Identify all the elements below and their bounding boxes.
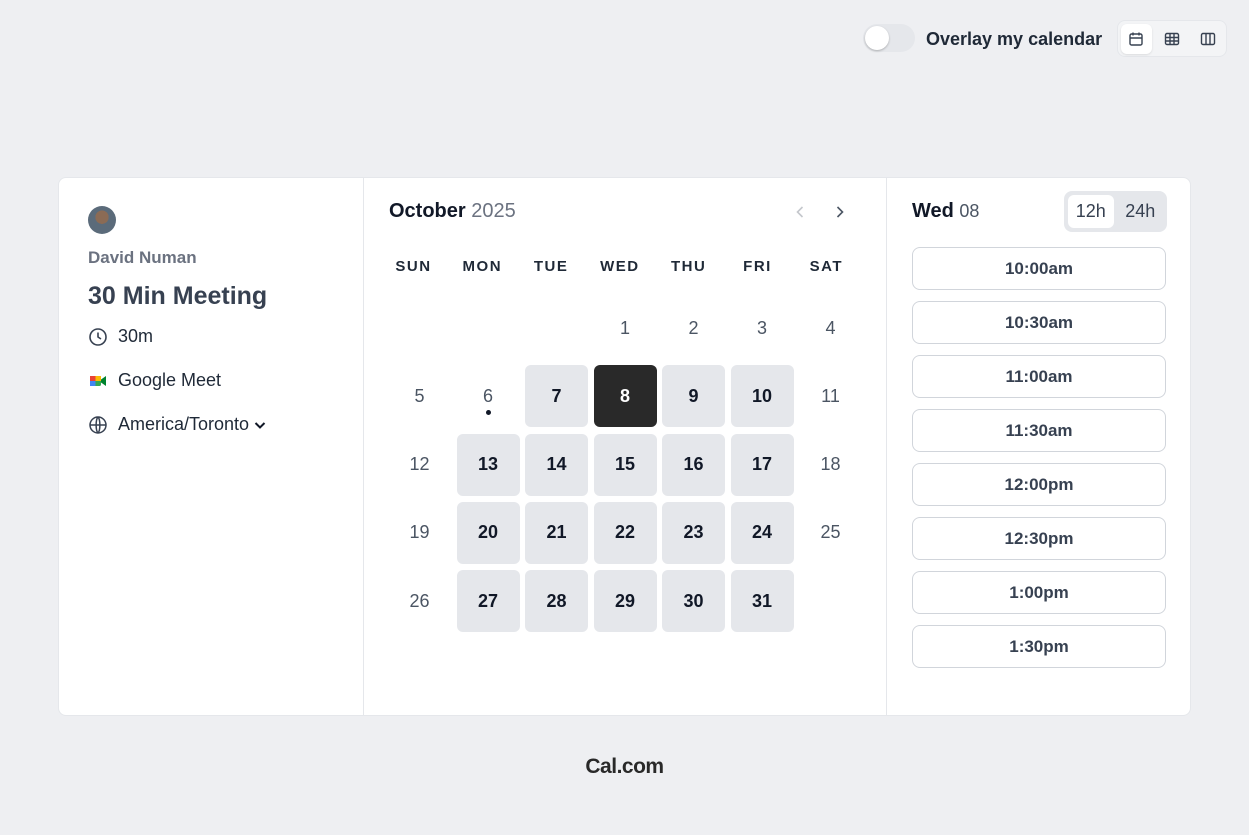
time-slot[interactable]: 12:00pm [912,463,1166,506]
day-cell[interactable]: 30 [662,570,725,633]
day-cell[interactable]: 22 [593,501,657,564]
time-slot[interactable]: 11:00am [912,355,1166,398]
columns-icon [1200,32,1215,45]
day-cell[interactable]: 9 [662,365,725,428]
format-option[interactable]: 24h [1125,201,1156,221]
day-cell: 5 [414,385,425,406]
time-slot[interactable]: 10:30am [912,301,1166,344]
view-switcher [1117,20,1227,57]
calendar-icon [1129,32,1144,46]
divider [886,177,887,716]
selected-weekday: Wed [912,200,954,222]
day-cell[interactable]: 27 [456,570,520,633]
day-cell[interactable]: 23 [662,501,725,564]
weekday-header: FRI [743,258,772,275]
day-cell: 12 [409,454,430,475]
today-dot [485,410,491,416]
day-cell: 3 [756,317,767,338]
brand-footer: Cal.com [585,755,664,778]
duration-row: 30m [88,326,153,347]
chevron-down [254,421,266,429]
weekday-header: SAT [809,258,843,275]
avatar [88,206,116,234]
weekday-header: MON [462,258,503,275]
day-cell[interactable]: 29 [593,570,657,633]
day-cell[interactable]: 7 [525,365,588,428]
day-cell[interactable]: 17 [730,433,794,496]
weekday-header: SUN [395,258,432,275]
time-slot[interactable]: 1:00pm [912,571,1166,614]
column-view-button[interactable] [1192,24,1223,54]
clock-icon [89,327,107,346]
day-cell[interactable]: 8 [593,365,657,428]
time-format-toggle: 12h 24h [1064,191,1167,232]
day-cell[interactable]: 24 [730,501,794,564]
month: October [389,200,466,222]
event-title: 30 Min Meeting [88,282,268,310]
day-cell[interactable]: 31 [730,570,794,633]
day-cell: 25 [820,522,841,543]
weekday-header: THU [671,258,707,275]
time-slot[interactable]: 10:00am [912,247,1166,290]
day-cell: 2 [688,317,699,338]
day-cell[interactable]: 14 [525,433,588,496]
prev-month[interactable] [790,202,810,222]
weekday-header: TUE [533,258,569,275]
location-row: Google Meet [88,370,221,391]
day-cell[interactable]: 13 [456,433,520,496]
day-cell: 11 [821,385,840,406]
timezone-row[interactable]: America/Toronto [88,414,267,435]
time-slot[interactable]: 12:30pm [912,517,1166,560]
month-view-button[interactable] [1121,23,1152,54]
google-meet-icon [90,375,106,386]
day-cell[interactable]: 15 [593,433,657,496]
day-cell: 1 [619,317,630,338]
day-cell: 26 [409,590,430,611]
day-cell: 18 [820,454,841,475]
host-name: David Numan [88,248,197,267]
day-cell[interactable]: 21 [525,501,588,564]
weekday-header: WED [600,258,640,275]
timezone: America/Toronto [118,414,250,434]
selected-day: 08 [959,201,980,221]
year: 2025 [471,200,516,222]
day-cell: 6 [457,365,520,427]
location: Google Meet [118,370,222,390]
week-view-button[interactable] [1157,24,1188,54]
selected-date: Wed 08 [912,200,979,223]
duration: 30m [118,326,154,346]
format-option[interactable]: 12h [1068,195,1114,228]
next-month[interactable] [830,202,850,222]
day-cell[interactable]: 16 [662,433,725,496]
overlay-label: Overlay my calendar [926,29,1103,49]
toggle-knob [865,26,889,50]
day-cell: 19 [409,522,430,543]
divider [363,177,364,716]
day-cell: 4 [825,317,836,338]
time-slot[interactable]: 11:30am [912,409,1166,452]
day-cell[interactable]: 28 [525,570,588,633]
month-heading: October 2025 [389,200,516,223]
day-cell[interactable]: 10 [730,365,794,428]
grid-icon [1164,32,1180,45]
time-slot[interactable]: 1:30pm [912,625,1166,668]
globe-icon [89,415,107,434]
overlay-toggle[interactable] [863,24,915,52]
day-cell[interactable]: 20 [456,501,520,564]
